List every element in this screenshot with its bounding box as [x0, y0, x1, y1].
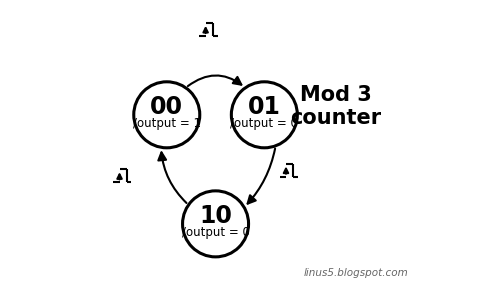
- Circle shape: [182, 191, 248, 257]
- FancyArrowPatch shape: [158, 152, 186, 203]
- Text: /output = 1: /output = 1: [133, 117, 201, 130]
- Text: /output = 0: /output = 0: [182, 226, 250, 239]
- Text: 01: 01: [248, 95, 281, 119]
- Circle shape: [134, 82, 200, 148]
- Text: Mod 3
counter: Mod 3 counter: [290, 85, 382, 128]
- Text: 00: 00: [150, 95, 184, 119]
- Text: /output = 0: /output = 0: [230, 117, 298, 130]
- FancyArrowPatch shape: [248, 149, 275, 203]
- Text: linus5.blogspot.com: linus5.blogspot.com: [304, 268, 408, 278]
- FancyArrowPatch shape: [188, 75, 242, 86]
- Text: 10: 10: [199, 204, 232, 228]
- Circle shape: [232, 82, 298, 148]
